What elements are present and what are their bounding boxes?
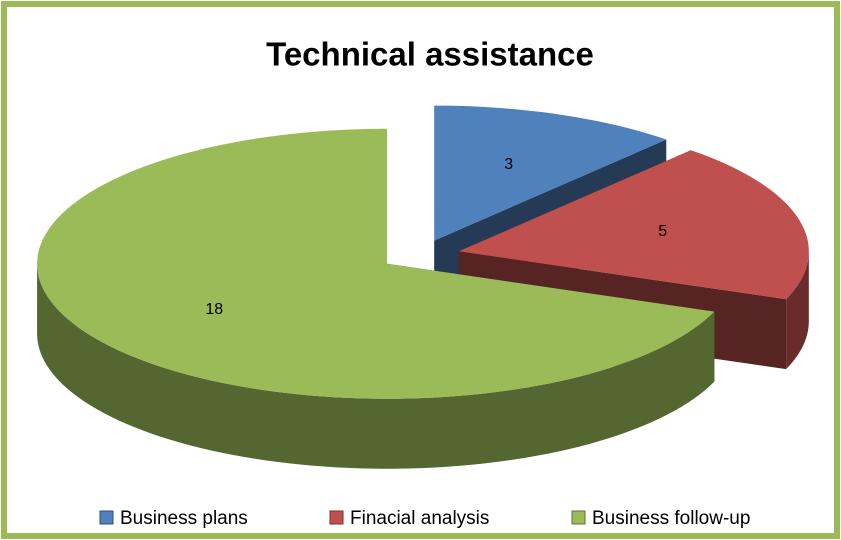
legend-label: Finacial analysis — [350, 508, 489, 529]
slice — [37, 128, 715, 399]
legend-swatch — [571, 510, 586, 525]
legend-label: Business follow-up — [592, 508, 750, 529]
slice-side — [786, 251, 809, 370]
legend-swatch — [329, 510, 344, 525]
data-label: 18 — [205, 301, 223, 318]
legend-label: Business plans — [120, 508, 248, 529]
slice — [434, 105, 667, 241]
chart-title: Technical assistance — [266, 36, 594, 73]
slice — [458, 150, 809, 300]
data-label: 5 — [658, 223, 667, 240]
legend-swatch — [99, 510, 114, 525]
slice-side — [37, 263, 715, 469]
data-label: 3 — [504, 156, 513, 173]
